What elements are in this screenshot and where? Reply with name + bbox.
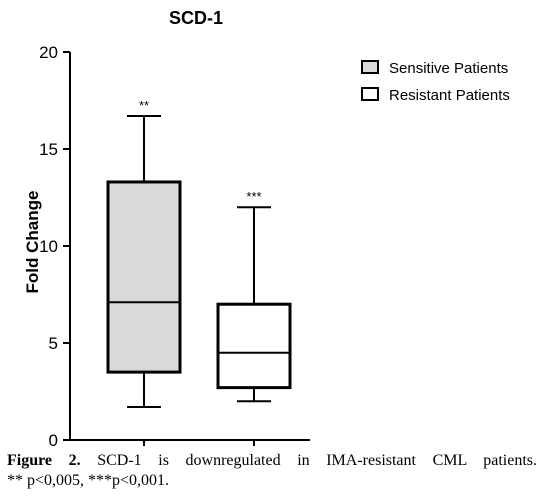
- caption-text-line2: ** p<0,005, ***p<0,001.: [7, 472, 170, 489]
- box-2: ***: [216, 189, 292, 446]
- caption-text-line1: SCD-1 is downregulated in IMA-resistant …: [80, 452, 538, 469]
- legend-item-1: Sensitive Patients: [361, 60, 508, 77]
- box-iqr: [106, 180, 182, 374]
- legend-label: Resistant Patients: [389, 87, 510, 104]
- figure-caption: Figure 2. SCD-1 is downregulated in IMA-…: [7, 451, 537, 491]
- y-tick-label: 20: [39, 43, 58, 62]
- significance-annotation: **: [139, 98, 149, 113]
- y-tick-label: 15: [39, 140, 58, 159]
- legend-swatch: [361, 87, 379, 101]
- legend-item-2: Resistant Patients: [361, 87, 510, 104]
- significance-annotation: ***: [246, 189, 261, 204]
- y-tick-label: 5: [49, 334, 58, 353]
- legend-swatch: [361, 60, 379, 74]
- y-tick-label: 0: [49, 431, 58, 450]
- box-1: **: [106, 98, 182, 446]
- caption-label: Figure 2.: [7, 452, 81, 469]
- legend-label: Sensitive Patients: [389, 60, 508, 77]
- y-tick-label: 10: [39, 237, 58, 256]
- chart-title: SCD-1: [169, 8, 223, 28]
- y-axis-label: Fold Change: [23, 191, 42, 294]
- box-iqr: [216, 302, 292, 390]
